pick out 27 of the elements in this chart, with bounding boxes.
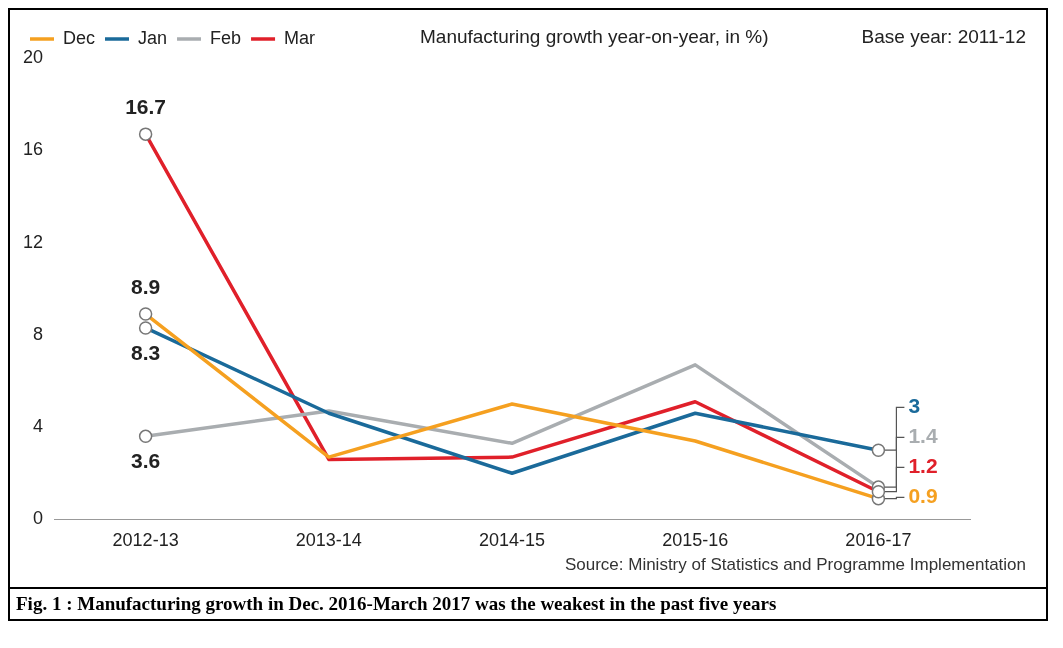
- data-label: 1.4: [908, 424, 938, 448]
- data-label: 16.7: [125, 94, 167, 118]
- x-tick-label: 2016-17: [845, 530, 912, 551]
- data-label: 8.9: [131, 274, 161, 298]
- chart-title: Manufacturing growth year-on-year, in %): [420, 26, 769, 48]
- y-tick-label: 12: [22, 231, 44, 252]
- legend-label: Jan: [138, 27, 168, 48]
- x-tick-label: 2013-14: [295, 530, 362, 551]
- data-label: 1.2: [908, 454, 938, 478]
- data-label: 0.9: [908, 484, 938, 508]
- legend-label: Mar: [284, 27, 316, 48]
- data-label: 8.3: [131, 340, 161, 364]
- data-label: 3: [908, 394, 921, 418]
- legend-label: Dec: [63, 27, 96, 48]
- chart-subtitle: Base year: 2011-12: [861, 26, 1026, 48]
- legend-label: Feb: [210, 27, 242, 48]
- caption: Fig. 1 : Manufacturing growth in Dec. 2016-March 2017 was the weakest in the past five years: [8, 589, 1048, 621]
- y-tick-label: 0: [33, 508, 44, 529]
- source-note: Source: Ministry of Statistics and Programme Implementation: [563, 555, 1027, 576]
- y-tick-label: 8: [33, 323, 44, 344]
- y-tick-label: 4: [33, 416, 44, 437]
- y-tick-label: 20: [22, 46, 44, 67]
- x-tick-label: 2014-15: [478, 530, 546, 551]
- y-tick-label: 16: [22, 139, 44, 160]
- x-tick-label: 2012-13: [112, 530, 179, 551]
- data-label: 3.6: [131, 449, 161, 473]
- x-tick-label: 2015-16: [662, 530, 729, 551]
